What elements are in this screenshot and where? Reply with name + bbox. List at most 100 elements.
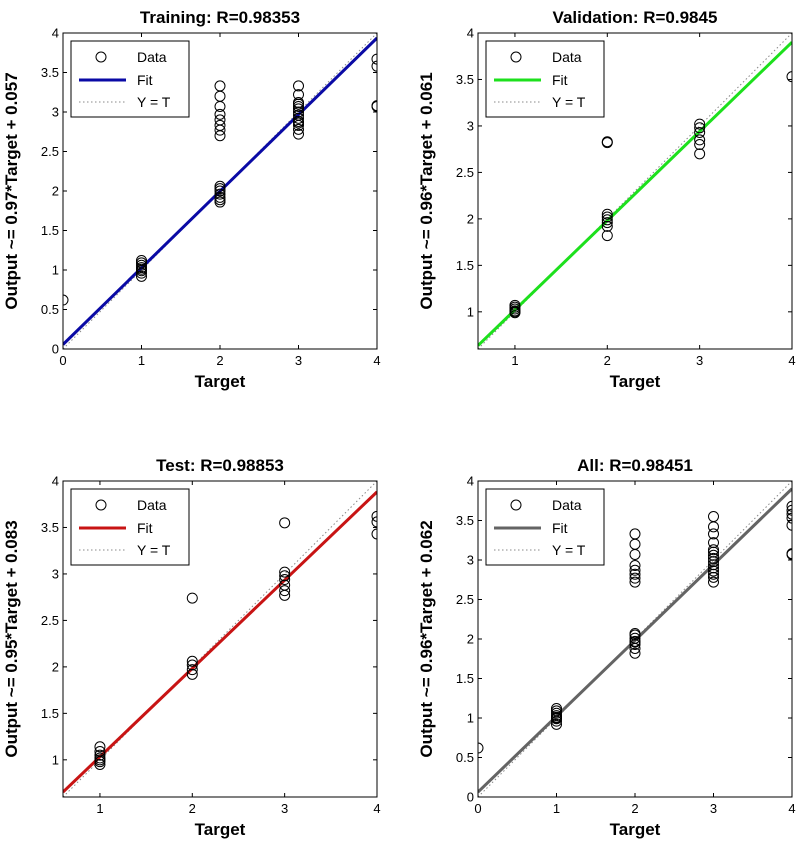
- y-tick-label: 1.5: [41, 706, 59, 721]
- data-point: [214, 114, 226, 126]
- legend-label-identity: Y = T: [137, 94, 171, 110]
- x-axis-label: Target: [195, 820, 246, 839]
- y-tick-label: 2: [467, 632, 474, 647]
- data-point: [214, 180, 226, 192]
- data-point: [708, 511, 719, 523]
- data-point: [708, 537, 719, 549]
- data-point: [629, 572, 641, 584]
- y-tick-label: 0: [467, 790, 474, 805]
- data-point: [186, 668, 198, 680]
- data-point: [509, 306, 521, 318]
- y-axis-label: Output ~= 0.97*Target + 0.057: [2, 72, 21, 309]
- data-point: [629, 627, 641, 639]
- data-point: [214, 185, 226, 197]
- data-point: [279, 574, 291, 586]
- legend-label-data: Data: [137, 497, 167, 513]
- data-point: [293, 123, 304, 135]
- data-point: [94, 745, 106, 757]
- data-point: [786, 548, 792, 560]
- data-point: [629, 632, 641, 644]
- data-point: [786, 500, 792, 512]
- data-point: [478, 742, 484, 754]
- data-point: [293, 112, 304, 124]
- data-point: [186, 664, 198, 676]
- data-point: [601, 136, 613, 148]
- data-point: [551, 703, 562, 715]
- data-point: [694, 134, 706, 146]
- data-point: [94, 741, 106, 753]
- y-tick-label: 3: [52, 566, 59, 581]
- legend-marker-data: [510, 499, 522, 511]
- data-point: [601, 220, 613, 232]
- data-point: [708, 549, 719, 561]
- legend-label-fit: Fit: [552, 72, 568, 88]
- data-point: [629, 647, 641, 659]
- data-point: [786, 71, 792, 83]
- y-tick-label: 2.5: [41, 144, 59, 159]
- data-point: [279, 566, 291, 578]
- data-point: [708, 546, 719, 558]
- data-point: [293, 89, 304, 101]
- data-point: [214, 191, 226, 203]
- data-point: [694, 118, 706, 130]
- plot-content: [478, 481, 792, 797]
- x-axis-label: Target: [610, 820, 661, 839]
- data-point: [293, 97, 304, 109]
- data-point: [136, 262, 147, 274]
- data-point: [279, 517, 291, 529]
- data-point: [214, 188, 226, 200]
- data-point: [708, 544, 719, 556]
- y-tick-label: 3.5: [456, 72, 474, 87]
- data-point: [214, 194, 226, 206]
- x-tick-label: 2: [631, 801, 638, 816]
- y-tick-label: 1: [52, 752, 59, 767]
- data-point: [551, 712, 562, 724]
- data-point: [629, 576, 641, 588]
- x-axis-label: Target: [610, 372, 661, 391]
- chart-panel-1: 0 1 2 3 4 0 0.5 1 1.5 2 2.5 3 3.5 4 Training: R=0.9835…: [2, 8, 381, 391]
- chart-title: Test: R=0.98853: [156, 456, 284, 475]
- data-point: [601, 214, 613, 226]
- data-point: [708, 568, 719, 580]
- legend-label-data: Data: [552, 49, 582, 65]
- x-tick-label: 0: [474, 801, 481, 816]
- legend: Data Fit Y = T: [485, 488, 605, 566]
- y-tick-label: 3.5: [456, 513, 474, 528]
- y-tick-label: 2.5: [41, 613, 59, 628]
- x-tick-label: 2: [216, 353, 223, 368]
- chart-title: Validation: R=0.9845: [553, 8, 718, 27]
- data-point: [629, 528, 641, 540]
- legend: Data Fit Y = T: [70, 40, 190, 118]
- data-point: [371, 510, 377, 522]
- data-point: [708, 559, 719, 571]
- y-tick-label: 1: [467, 304, 474, 319]
- chart-panel-2: 1 2 3 4 1 1.5 2 2.5 3 3.5 4 Validation: R=0.9845 Tar…: [417, 8, 796, 391]
- legend-marker-data: [95, 499, 107, 511]
- y-tick-label: 4: [52, 474, 59, 489]
- data-point: [214, 196, 226, 208]
- chart-title: All: R=0.98451: [577, 456, 693, 475]
- legend: Data Fit Y = T: [485, 40, 605, 118]
- y-tick-label: 4: [467, 26, 474, 41]
- data-point: [214, 119, 226, 131]
- y-tick-label: 1.5: [456, 258, 474, 273]
- data-point: [371, 60, 377, 72]
- data-point: [601, 217, 613, 229]
- chart-panel-3: 1 2 3 4 1 1.5 2 2.5 3 3.5 4 Test: R=0.98853 Target Ou…: [2, 456, 381, 839]
- y-tick-label: 1.5: [456, 671, 474, 686]
- data-point: [279, 579, 291, 591]
- plot-content: [478, 33, 792, 349]
- data-point: [551, 710, 562, 722]
- axes-frame: [477, 32, 793, 350]
- x-tick-label: 1: [511, 353, 518, 368]
- data-point: [63, 294, 69, 306]
- data-point: [293, 103, 304, 115]
- data-point: [293, 106, 304, 118]
- data-point: [708, 571, 719, 583]
- y-tick-label: 3.5: [41, 520, 59, 535]
- data-point: [214, 183, 226, 195]
- data-point: [371, 528, 377, 540]
- data-point: [293, 80, 304, 92]
- y-tick-label: 2.5: [456, 592, 474, 607]
- data-point: [601, 208, 613, 220]
